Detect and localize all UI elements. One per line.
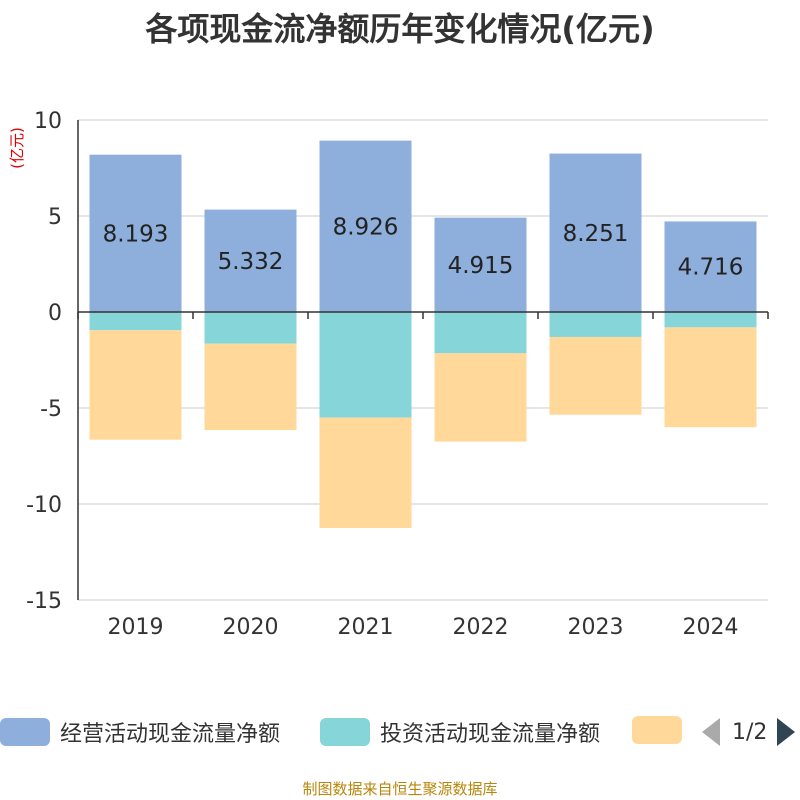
bar-s0-2022 [434,217,527,312]
x-tick-label-2020: 2020 [223,615,279,640]
legend-page-indicator: 1/2 [732,719,768,745]
y-axis-label: (亿元) [8,127,26,169]
bar-s1-2020 [204,312,297,344]
grid-lines [78,119,768,601]
y-tick-label: 5 [48,205,62,230]
chart-title: 各项现金流净额历年变化情况(亿元) [145,10,655,48]
bar-s1-2023 [549,312,642,337]
legend-label-operating: 经营活动现金流量净额 [60,722,281,747]
x-tick-label-2021: 2021 [338,615,394,640]
bar-s1-2022 [434,312,527,354]
y-tick-label: 10 [34,109,62,134]
data-labels: 8.193 5.332 8.926 4.915 8.251 4.716 [103,214,744,280]
bar-s0-2019 [89,154,182,312]
y-tick-label: 0 [48,301,62,326]
data-label-2024: 4.716 [678,255,744,281]
data-label-2021: 8.926 [333,214,399,240]
legend-item-operating[interactable]: 经营活动现金流量净额 [0,716,280,748]
legend-label-investing: 投资活动现金流量净额 [380,722,601,747]
legend-prev-icon[interactable] [702,718,720,746]
bar-s1-2019 [89,312,182,331]
legend-item-financing[interactable] [632,716,692,744]
legend-item-investing[interactable]: 投资活动现金流量净额 [320,716,600,748]
x-tick-label-2024: 2024 [683,615,739,640]
bar-s2-2024 [664,327,757,428]
legend-next-icon[interactable] [777,718,796,746]
x-tick-label-2019: 2019 [108,615,164,640]
y-tick-label: -5 [40,397,62,422]
y-tick-label: -10 [26,493,62,518]
legend-pager: 1/2 [702,718,796,746]
legend-swatch-investing [320,718,370,746]
data-label-2022: 4.915 [448,253,514,279]
axes: 10 5 0 -5 -10 -15 2019 2020 2021 2022 2023 2024 [26,109,769,640]
legend: 经营活动现金流量净额 投资活动现金流量净额 1/2 [0,716,800,756]
bar-s0-2023 [549,153,642,312]
x-tick-label-2023: 2023 [568,615,624,640]
bar-s2-2022 [434,353,527,442]
bar-s0-2020 [204,209,297,312]
bar-s0-2021 [319,140,412,312]
data-label-2020: 5.332 [218,249,284,275]
legend-swatch-financing [632,716,682,744]
x-tick-label-2022: 2022 [453,615,509,640]
y-tick-label: -15 [26,589,62,614]
bar-s0-2024 [664,221,757,312]
data-source-footer: 制图数据来自恒生聚源数据库 [302,780,498,798]
bar-s1-2021 [319,312,412,418]
data-label-2023: 8.251 [563,221,629,247]
bar-s2-2019 [89,330,182,440]
bar-s2-2023 [549,336,642,415]
bars [89,140,757,528]
bar-s2-2020 [204,343,297,431]
data-label-2019: 8.193 [103,221,169,247]
bar-s1-2024 [664,312,757,328]
bar-s2-2021 [319,417,412,528]
legend-swatch-operating [0,718,50,746]
